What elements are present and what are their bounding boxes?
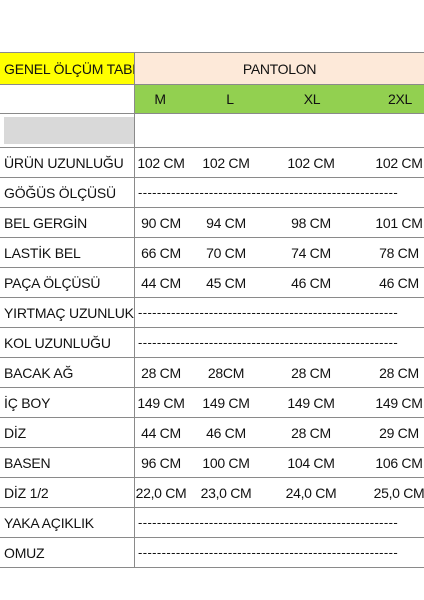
- value-cell: 102 CM: [137, 154, 185, 171]
- not-applicable-dashes: ----------------------------------------…: [138, 545, 399, 560]
- not-applicable-dashes: ----------------------------------------…: [138, 305, 399, 320]
- row-label: KOL UZUNLUĞU: [0, 328, 135, 357]
- row-label: İÇ BOY: [0, 388, 135, 417]
- value-cell: 149 CM: [287, 394, 335, 411]
- value-cell: 22,0 CM: [135, 484, 187, 501]
- value-cell: 94 CM: [206, 214, 246, 231]
- table-row: ÜRÜN UZUNLUĞU 102 CM 102 CM 102 CM 102 CM: [0, 148, 424, 178]
- spacer-label: [0, 114, 135, 147]
- value-cell: 100 CM: [202, 454, 250, 471]
- not-applicable-dashes: ----------------------------------------…: [138, 335, 399, 350]
- table-row: PAÇA ÖLÇÜSÜ 44 CM 45 CM 46 CM 46 CM: [0, 268, 424, 298]
- value-cell: 28 CM: [379, 364, 419, 381]
- size-row: M L XL 2XL: [0, 85, 424, 114]
- value-cell: 28 CM: [141, 364, 181, 381]
- value-cell: 149 CM: [137, 394, 185, 411]
- row-label: BEL GERGİN: [0, 208, 135, 237]
- not-applicable-dashes: ----------------------------------------…: [138, 515, 399, 530]
- size-row-label: [0, 85, 135, 113]
- size-chart-table: GENEL ÖLÇÜM TABLOSU PANTOLON M L XL 2XL …: [0, 52, 424, 568]
- table-row: BASEN 96 CM 100 CM 104 CM 106 CM: [0, 448, 424, 478]
- measurement-rows: ÜRÜN UZUNLUĞU 102 CM 102 CM 102 CM 102 CM GÖĞ…: [0, 148, 424, 568]
- row-label: OMUZ: [0, 538, 135, 567]
- row-label: YIRTMAÇ UZUNLUK: [0, 298, 135, 327]
- size-2xl: 2XL: [387, 91, 412, 107]
- table-row: GÖĞÜS ÖLÇÜSÜ ----------------------------…: [0, 178, 424, 208]
- value-cell: 24,0 CM: [285, 484, 337, 501]
- row-label: PAÇA ÖLÇÜSÜ: [0, 268, 135, 297]
- size-xl: XL: [303, 91, 321, 107]
- size-m: M: [154, 91, 166, 107]
- table-row: YAKA AÇIKLIK ----------------------------…: [0, 508, 424, 538]
- table-row: KOL UZUNLUĞU ----------------------------…: [0, 328, 424, 358]
- size-l: L: [226, 91, 234, 107]
- value-cell: 149 CM: [202, 394, 250, 411]
- value-cell: 25,0 CM: [373, 484, 424, 501]
- value-cell: 28CM: [207, 364, 245, 381]
- header-row: GENEL ÖLÇÜM TABLOSU PANTOLON: [0, 52, 424, 85]
- value-cell: 66 CM: [141, 244, 181, 261]
- value-cell: 102 CM: [375, 154, 423, 171]
- row-label: BASEN: [0, 448, 135, 477]
- row-label: GÖĞÜS ÖLÇÜSÜ: [0, 178, 135, 207]
- row-label: DİZ: [0, 418, 135, 447]
- size-headers: M L XL 2XL: [135, 85, 424, 113]
- value-cell: 28 CM: [291, 364, 331, 381]
- value-cell: 46 CM: [291, 274, 331, 291]
- not-applicable-dashes: ----------------------------------------…: [138, 185, 399, 200]
- value-cell: 96 CM: [141, 454, 181, 471]
- value-cell: 78 CM: [379, 244, 419, 261]
- value-cell: 28 CM: [291, 424, 331, 441]
- table-row: İÇ BOY 149 CM 149 CM 149 CM 149 CM: [0, 388, 424, 418]
- row-label: BACAK AĞ: [0, 358, 135, 387]
- value-cell: 46 CM: [379, 274, 419, 291]
- table-row: YIRTMAÇ UZUNLUK -------------------------…: [0, 298, 424, 328]
- row-label: YAKA AÇIKLIK: [0, 508, 135, 537]
- value-cell: 90 CM: [141, 214, 181, 231]
- value-cell: 104 CM: [287, 454, 335, 471]
- value-cell: 98 CM: [291, 214, 331, 231]
- value-cell: 29 CM: [379, 424, 419, 441]
- table-row: BEL GERGİN 90 CM 94 CM 98 CM 101 CM: [0, 208, 424, 238]
- table-row: DİZ 44 CM 46 CM 28 CM 29 CM: [0, 418, 424, 448]
- product-name: PANTOLON: [242, 60, 317, 77]
- row-label: ÜRÜN UZUNLUĞU: [0, 148, 135, 177]
- value-cell: 102 CM: [202, 154, 250, 171]
- value-cell: 44 CM: [141, 424, 181, 441]
- value-cell: 46 CM: [206, 424, 246, 441]
- product-header: PANTOLON: [135, 53, 424, 84]
- table-row: LASTİK BEL 66 CM 70 CM 74 CM 78 CM: [0, 238, 424, 268]
- value-cell: 101 CM: [375, 214, 423, 231]
- value-cell: 102 CM: [287, 154, 335, 171]
- value-cell: 106 CM: [375, 454, 423, 471]
- row-label: DİZ 1/2: [0, 478, 135, 507]
- value-cell: 149 CM: [375, 394, 423, 411]
- value-cell: 70 CM: [206, 244, 246, 261]
- table-row: DİZ 1/2 22,0 CM 23,0 CM 24,0 CM 25,0 CM: [0, 478, 424, 508]
- value-cell: 44 CM: [141, 274, 181, 291]
- table-row: BACAK AĞ 28 CM 28CM 28 CM 28 CM: [0, 358, 424, 388]
- value-cell: 23,0 CM: [200, 484, 252, 501]
- value-cell: 74 CM: [291, 244, 331, 261]
- value-cell: 45 CM: [206, 274, 246, 291]
- table-title: GENEL ÖLÇÜM TABLOSU: [0, 53, 135, 84]
- spacer-row: [0, 114, 424, 148]
- row-label: LASTİK BEL: [0, 238, 135, 267]
- table-row: OMUZ ------------------------------------…: [0, 538, 424, 568]
